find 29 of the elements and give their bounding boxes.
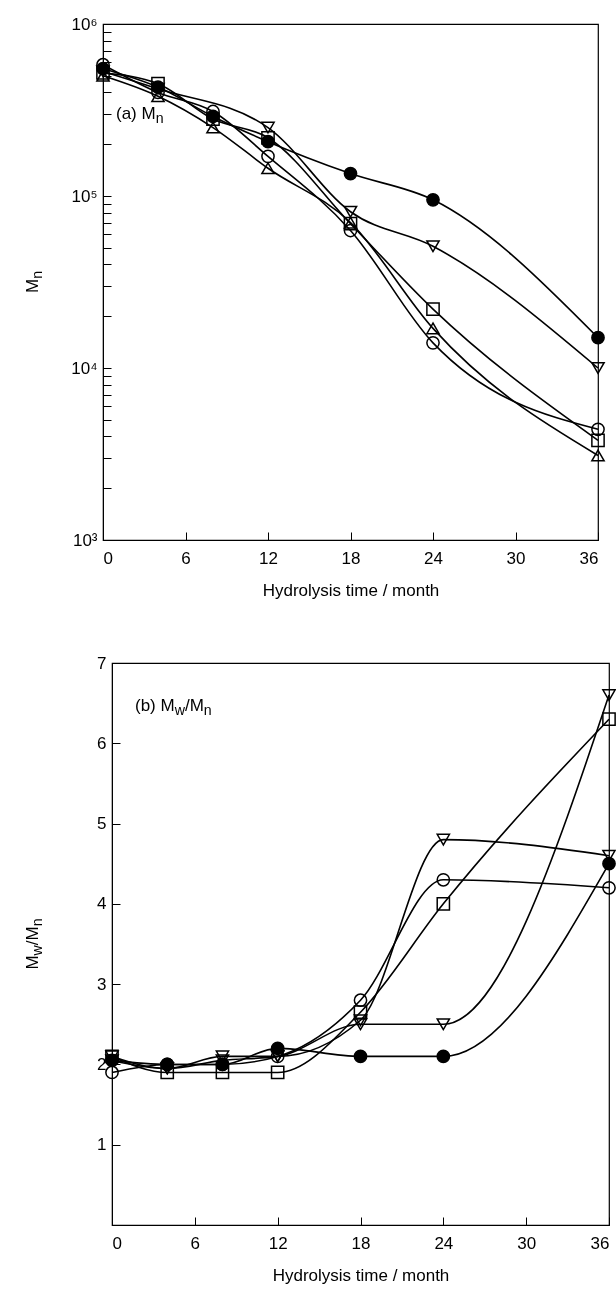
x-tick-label: 30 — [517, 1233, 537, 1253]
x-tick-label: 18 — [341, 548, 361, 568]
y-tick-label: 6 — [97, 733, 107, 753]
y-tick-label: 7 — [97, 653, 107, 673]
y-tick-label: 4 — [97, 894, 107, 914]
y-tick-label: 10³ — [72, 530, 98, 550]
x-tick-label: 36 — [579, 548, 599, 568]
x-tick-label: 6 — [181, 548, 191, 568]
x-tick-label: 36 — [590, 1233, 610, 1253]
y-tick-label: 1 — [97, 1135, 107, 1155]
x-tick-label: 12 — [259, 548, 278, 568]
y-tick-label: 3 — [97, 974, 107, 994]
y-tick-label: 10⁴ — [71, 358, 98, 378]
y-tick-label: 2 — [97, 1054, 107, 1074]
x-axis-title: Hydrolysis time / month — [272, 1265, 450, 1285]
x-tick-label: 12 — [268, 1233, 288, 1253]
x-tick-label: 0 — [112, 1233, 122, 1253]
x-tick-label: 30 — [506, 548, 526, 568]
y-tick-label: 5 — [97, 814, 107, 834]
annotation: (a) M$_{n}$ — [116, 104, 164, 127]
annotation: (b) M$_{w}$/M$_{n}$ — [135, 696, 212, 719]
x-tick-label: 24 — [424, 548, 443, 568]
x-tick-label: 6 — [190, 1233, 201, 1253]
x-tick-label: 24 — [434, 1233, 454, 1253]
y-tick-label: 10⁵ — [71, 186, 98, 206]
y-tick-label: 10⁶ — [71, 14, 98, 34]
x-tick-label: 0 — [103, 548, 113, 568]
x-axis-title: Hydrolysis time / month — [262, 580, 440, 600]
x-tick-label: 18 — [351, 1233, 371, 1253]
